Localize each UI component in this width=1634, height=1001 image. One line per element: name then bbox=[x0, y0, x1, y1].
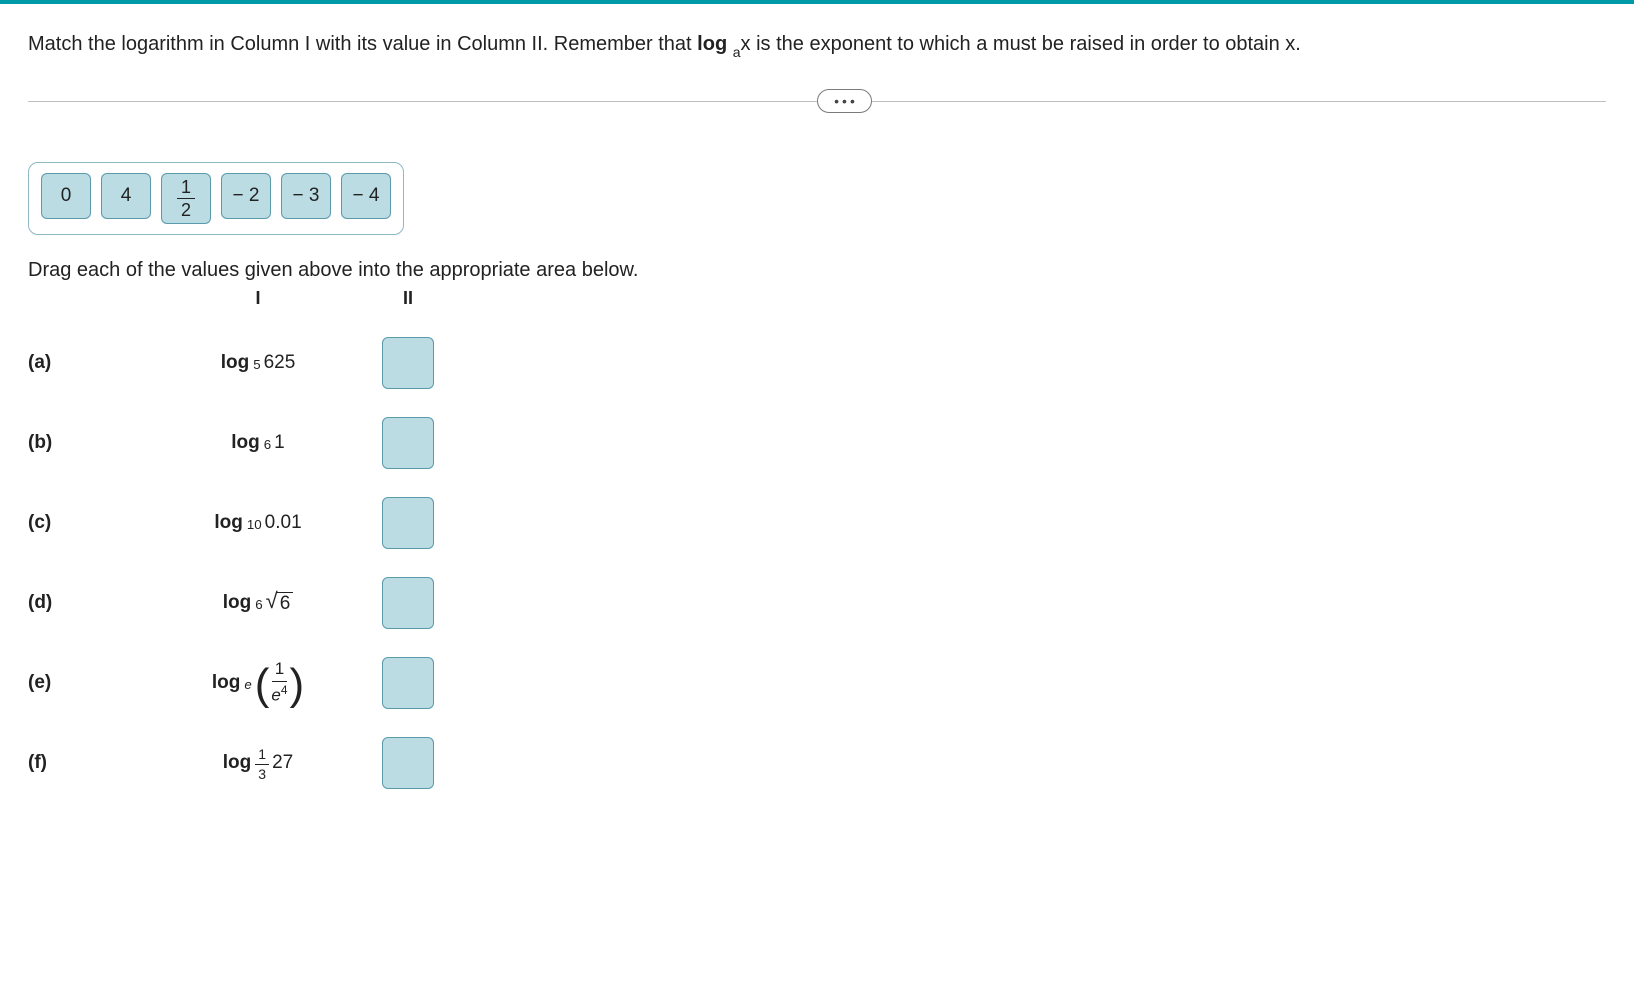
sqrt-icon: √6 bbox=[266, 590, 294, 615]
fraction-icon: 1 2 bbox=[177, 178, 195, 219]
row-d-expression: log 6 √6 bbox=[148, 590, 368, 615]
drag-instruction: Drag each of the values given above into… bbox=[28, 259, 1606, 282]
row-b-label: (b) bbox=[28, 432, 148, 454]
content-area: Match the logarithm in Column I with its… bbox=[0, 4, 1634, 829]
question-log-arg: x bbox=[741, 33, 751, 55]
question-log-base: a bbox=[733, 33, 741, 55]
drop-zone-c[interactable] bbox=[382, 497, 434, 549]
column-header-1: I bbox=[148, 288, 368, 309]
question-prefix: Match the logarithm in Column I with its… bbox=[28, 33, 697, 55]
row-d-label: (d) bbox=[28, 592, 148, 614]
chip-source-box: 0 4 1 2 − 2 − 3 − 4 bbox=[28, 162, 404, 235]
chip-4[interactable]: 4 bbox=[101, 173, 151, 219]
row-f-expression: log 1 3 27 bbox=[148, 745, 368, 781]
row-a-expression: log 5625 bbox=[148, 352, 368, 374]
column-header-2: II bbox=[368, 288, 448, 309]
ellipsis-icon: ••• bbox=[834, 93, 858, 109]
match-table: I II (a) log 5625 (b) log 61 (c) log 100… bbox=[28, 288, 1606, 789]
row-c-label: (c) bbox=[28, 512, 148, 534]
row-a-label: (a) bbox=[28, 352, 148, 374]
chip-neg-3[interactable]: − 3 bbox=[281, 173, 331, 219]
chip-neg-2[interactable]: − 2 bbox=[221, 173, 271, 219]
question-text: Match the logarithm in Column I with its… bbox=[28, 30, 1606, 61]
drop-zone-e[interactable] bbox=[382, 657, 434, 709]
chip-0[interactable]: 0 bbox=[41, 173, 91, 219]
drop-zone-d[interactable] bbox=[382, 577, 434, 629]
ellipsis-button[interactable]: ••• bbox=[817, 89, 872, 113]
drop-zone-f[interactable] bbox=[382, 737, 434, 789]
chip-neg-4[interactable]: − 4 bbox=[341, 173, 391, 219]
question-suffix: is the exponent to which a must be raise… bbox=[756, 33, 1301, 55]
row-c-expression: log 100.01 bbox=[148, 512, 368, 534]
fraction-icon: 1 e4 bbox=[271, 660, 287, 705]
drop-zone-a[interactable] bbox=[382, 337, 434, 389]
divider-line: ••• bbox=[28, 101, 1606, 102]
chip-one-half[interactable]: 1 2 bbox=[161, 173, 211, 224]
row-f-label: (f) bbox=[28, 752, 148, 774]
row-b-expression: log 61 bbox=[148, 432, 368, 454]
row-e-expression: log e ( 1 e4 ) bbox=[148, 660, 368, 705]
right-paren-icon: ) bbox=[290, 665, 305, 705]
question-log-word: log bbox=[697, 33, 727, 55]
row-e-label: (e) bbox=[28, 672, 148, 694]
drop-zone-b[interactable] bbox=[382, 417, 434, 469]
left-paren-icon: ( bbox=[255, 665, 270, 705]
